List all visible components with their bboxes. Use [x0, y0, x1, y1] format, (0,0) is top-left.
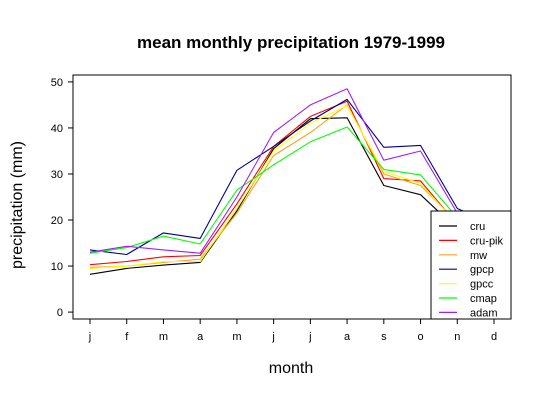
x-tick-label: f — [125, 331, 129, 343]
plot-frame — [72, 74, 512, 320]
legend-label-adam: adam — [470, 307, 498, 319]
x-tick-label: m — [232, 331, 241, 343]
legend-label-gpcp: gpcp — [470, 264, 494, 276]
series-line-gpcc — [89, 105, 495, 269]
y-axis: 0 10 20 30 40 50 — [51, 77, 73, 319]
legend-label-gpcc: gpcc — [470, 279, 494, 291]
legend-label-cru-pik: cru-pik — [470, 235, 504, 247]
y-tick-label: 0 — [57, 307, 63, 319]
legend-label-cru: cru — [470, 221, 485, 233]
series-line-cru-pik — [89, 100, 495, 266]
x-axis-label: month — [269, 360, 313, 377]
x-tick-label: a — [344, 331, 351, 343]
series-layer — [89, 88, 495, 275]
chart-title: mean monthly precipitation 1979-1999 — [137, 33, 445, 52]
legend-label-cmap: cmap — [470, 293, 497, 305]
x-tick-label: n — [454, 331, 460, 343]
x-tick-label: d — [491, 331, 497, 343]
x-tick-label: s — [381, 331, 387, 343]
series-line-mw — [89, 104, 495, 268]
x-tick-label: j — [271, 331, 274, 343]
legend-box — [430, 210, 512, 320]
series-line-cmap — [89, 126, 495, 254]
series-line-adam — [89, 88, 495, 254]
legend-label-mw: mw — [470, 250, 487, 262]
y-tick-label: 50 — [51, 77, 63, 89]
x-tick-label: o — [417, 331, 423, 343]
y-tick-label: 20 — [51, 215, 63, 227]
series-line-gpcp — [89, 98, 495, 256]
x-tick-label: a — [197, 331, 204, 343]
y-tick-label: 30 — [51, 169, 63, 181]
y-tick-label: 40 — [51, 123, 63, 135]
legend: cru cru-pik mw gpcp gpcc cmap adam — [430, 210, 512, 320]
y-axis-label: precipitation (mm) — [9, 141, 26, 269]
y-tick-label: 10 — [51, 261, 63, 273]
x-tick-label: j — [88, 331, 91, 343]
x-tick-label: m — [159, 331, 168, 343]
x-tick-label: j — [308, 331, 311, 343]
